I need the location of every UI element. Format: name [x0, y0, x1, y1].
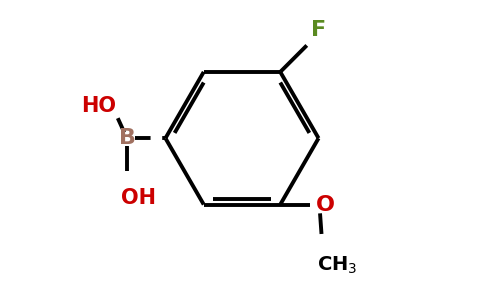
Text: OH: OH — [121, 188, 156, 208]
Text: B: B — [119, 128, 136, 148]
Text: HO: HO — [81, 96, 117, 116]
Text: F: F — [311, 20, 326, 40]
Text: O: O — [316, 194, 334, 214]
Text: CH$_3$: CH$_3$ — [317, 255, 358, 276]
